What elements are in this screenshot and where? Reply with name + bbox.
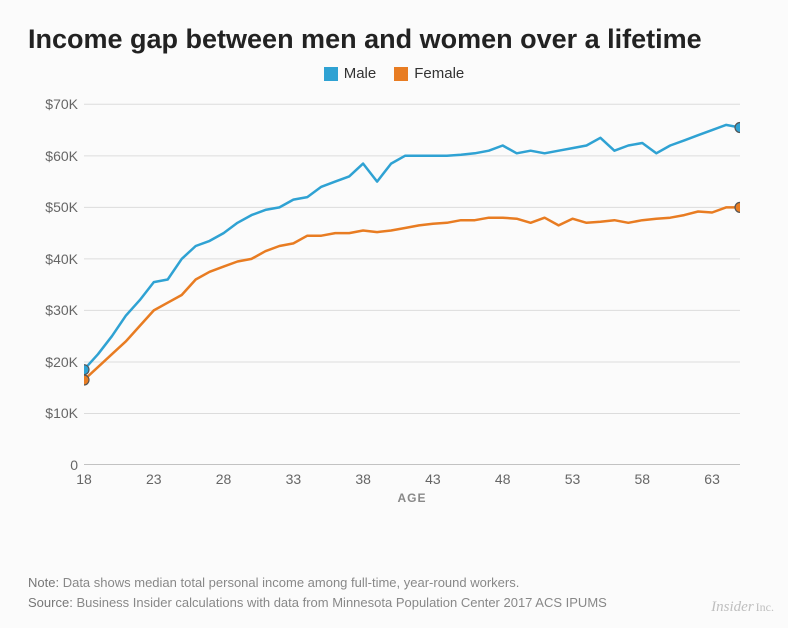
source-label: Source: (28, 595, 73, 610)
x-tick-label: 43 (425, 471, 441, 487)
y-tick-label: $20K (45, 354, 78, 370)
chart-area: AGE 0$10K$20K$30K$40K$50K$60K$70K1823283… (28, 88, 760, 519)
y-tick-label: $60K (45, 148, 78, 164)
note-label: Note: (28, 575, 59, 590)
chart-svg (84, 94, 740, 465)
x-tick-label: 53 (565, 471, 581, 487)
y-tick-label: $40K (45, 251, 78, 267)
series-marker-male (84, 365, 89, 375)
series-marker-female (84, 375, 89, 385)
legend: Male Female (28, 65, 760, 82)
series-marker-female (735, 202, 740, 212)
x-tick-label: 63 (704, 471, 720, 487)
footer-notes: Note: Data shows median total personal i… (28, 573, 760, 612)
x-tick-label: 28 (216, 471, 232, 487)
legend-item-male: Male (324, 65, 377, 82)
legend-swatch-female (394, 67, 408, 81)
y-tick-label: $30K (45, 302, 78, 318)
x-axis-title: AGE (397, 491, 426, 505)
series-marker-male (735, 122, 740, 132)
source-text: Business Insider calculations with data … (76, 595, 606, 610)
legend-label-female: Female (414, 65, 464, 82)
note-line: Note: Data shows median total personal i… (28, 573, 760, 593)
legend-label-male: Male (344, 65, 377, 82)
y-tick-label: $70K (45, 96, 78, 112)
legend-item-female: Female (394, 65, 464, 82)
legend-swatch-male (324, 67, 338, 81)
x-tick-label: 23 (146, 471, 162, 487)
brand-suffix: Inc. (756, 600, 774, 614)
plot-area: AGE 0$10K$20K$30K$40K$50K$60K$70K1823283… (84, 94, 740, 465)
series-line-male (84, 125, 740, 370)
page-title: Income gap between men and women over a … (28, 24, 760, 55)
x-tick-label: 58 (635, 471, 651, 487)
source-line: Source: Business Insider calculations wi… (28, 593, 760, 613)
y-tick-label: $10K (45, 405, 78, 421)
x-tick-label: 33 (286, 471, 302, 487)
y-tick-label: $50K (45, 199, 78, 215)
x-tick-label: 18 (76, 471, 92, 487)
brand-logo: InsiderInc. (711, 599, 774, 616)
chart-container: Income gap between men and women over a … (0, 0, 788, 628)
series-line-female (84, 207, 740, 380)
brand-name: Insider (711, 599, 754, 615)
x-tick-label: 38 (355, 471, 371, 487)
x-tick-label: 48 (495, 471, 511, 487)
note-text: Data shows median total personal income … (63, 575, 520, 590)
